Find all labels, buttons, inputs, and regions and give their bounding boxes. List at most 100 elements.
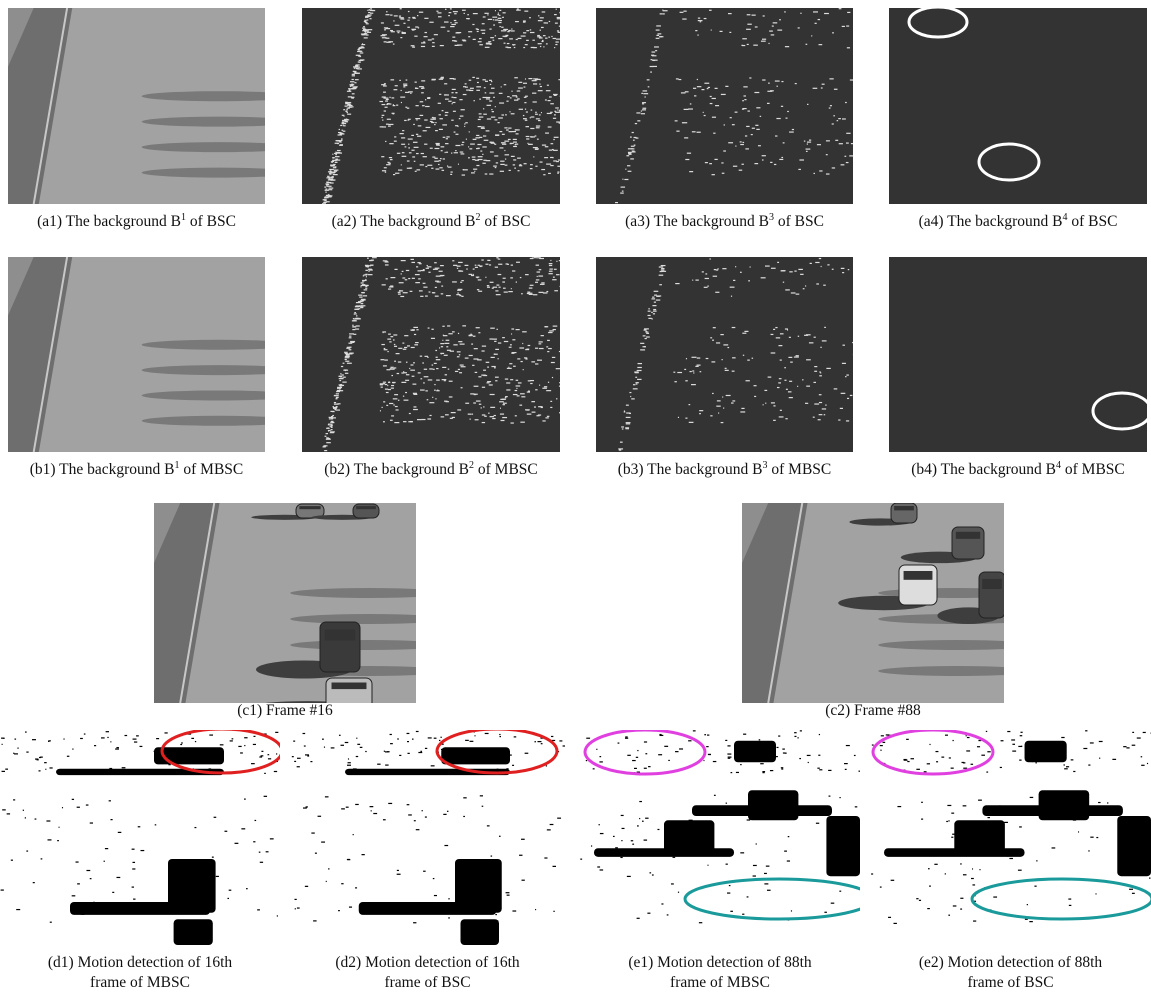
speckle — [345, 103, 348, 104]
speckle — [676, 78, 679, 79]
speckle — [654, 46, 659, 47]
speckle — [629, 392, 631, 393]
speck — [981, 755, 985, 756]
speckle — [551, 362, 555, 363]
speckle — [393, 382, 395, 383]
speckle — [393, 20, 394, 21]
speck — [708, 865, 709, 866]
speckle — [654, 302, 656, 303]
speckle — [518, 38, 522, 39]
speckle — [325, 197, 328, 198]
speckle — [345, 361, 349, 362]
speck — [266, 851, 269, 852]
speckle — [533, 83, 537, 84]
speckle — [772, 25, 774, 26]
speckle — [510, 143, 512, 144]
speckle — [330, 174, 332, 175]
speckle — [361, 44, 365, 45]
speckle — [436, 368, 438, 369]
speckle — [421, 419, 425, 420]
speckle — [381, 156, 384, 157]
speckle — [809, 140, 811, 141]
speckle — [381, 387, 383, 388]
speckle — [714, 269, 716, 270]
speckle — [718, 412, 719, 413]
speckle — [550, 401, 552, 402]
speck — [1027, 747, 1029, 748]
speckle — [777, 262, 779, 263]
speck — [77, 883, 80, 884]
speckle — [394, 346, 397, 347]
speckle — [388, 163, 390, 164]
speckle — [789, 381, 792, 382]
speckle — [399, 80, 401, 81]
speckle — [401, 144, 405, 145]
speckle — [781, 106, 783, 107]
speckle — [415, 118, 420, 119]
speckle — [353, 86, 357, 87]
speckle — [355, 73, 360, 74]
speckle — [472, 156, 476, 157]
speck — [936, 761, 938, 762]
speckle — [553, 94, 558, 95]
speckle — [541, 112, 542, 113]
speckle — [393, 89, 397, 90]
speck — [325, 796, 329, 797]
speckle — [472, 414, 473, 415]
speckle — [743, 95, 745, 96]
speckle — [487, 287, 490, 288]
speckle — [715, 292, 719, 293]
speckle — [390, 14, 392, 15]
speckle — [390, 336, 393, 337]
speckle — [548, 37, 550, 38]
speckle — [492, 17, 497, 18]
speckle — [842, 26, 845, 27]
speckle — [557, 30, 559, 31]
speckle — [513, 139, 517, 140]
speckle — [382, 170, 386, 171]
speck — [714, 795, 716, 796]
speckle — [633, 140, 635, 141]
speckle — [529, 294, 533, 295]
speckle — [504, 341, 508, 342]
speckle — [788, 391, 792, 392]
speckle — [840, 408, 843, 409]
speck — [270, 838, 274, 839]
speckle — [457, 292, 458, 293]
caption: (a2) The background B2 of BSC — [332, 212, 531, 230]
speckle — [407, 345, 410, 346]
speck — [753, 865, 757, 866]
speckle — [490, 328, 495, 329]
speckle — [491, 366, 495, 367]
speckle — [446, 138, 448, 139]
speckle — [550, 112, 553, 113]
speckle — [498, 117, 503, 118]
speckle — [365, 34, 368, 35]
speckle — [512, 95, 517, 96]
speckle — [429, 402, 434, 403]
speckle — [556, 121, 560, 122]
speckle — [447, 165, 448, 166]
speckle — [846, 142, 849, 143]
speck — [251, 763, 255, 764]
speckle — [434, 34, 438, 35]
speckle — [421, 46, 425, 47]
speck — [935, 751, 938, 752]
speckle — [712, 117, 716, 118]
speck — [484, 749, 487, 750]
speckle — [455, 134, 458, 135]
speckle — [323, 202, 326, 203]
speckle — [503, 288, 506, 289]
speckle — [620, 442, 623, 443]
speckle — [403, 396, 404, 397]
speck — [952, 740, 953, 741]
speckle — [552, 157, 553, 158]
speckle — [403, 421, 406, 422]
speckle — [330, 177, 334, 178]
speckle — [754, 163, 758, 164]
speck — [463, 816, 465, 817]
speckle — [505, 154, 510, 155]
speckle — [475, 265, 477, 266]
speck — [979, 869, 980, 870]
speck — [253, 841, 255, 842]
